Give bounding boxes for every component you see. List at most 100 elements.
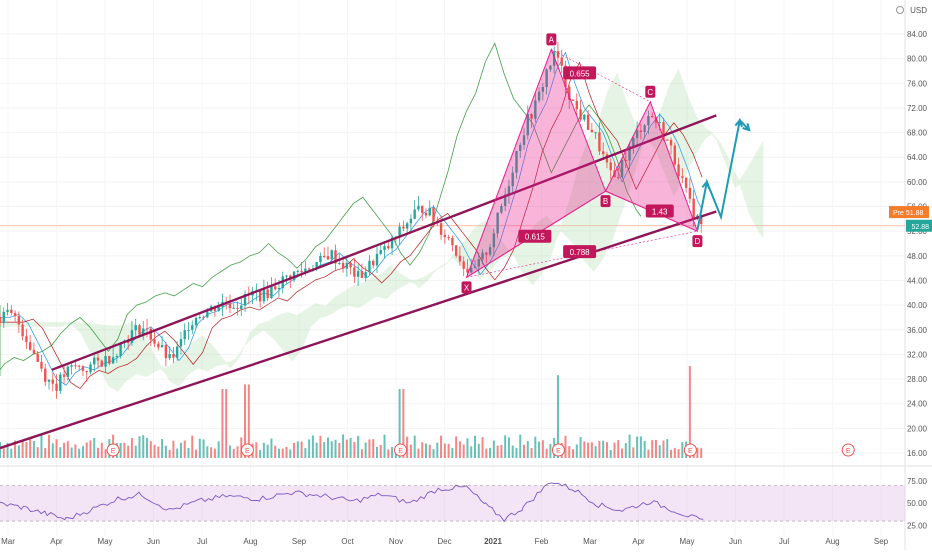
price-tick-label: 20.00 xyxy=(907,424,928,433)
candle-body xyxy=(699,215,703,225)
candle-body xyxy=(175,346,179,358)
time-tick-label: Jun xyxy=(729,537,742,546)
pattern-point-badge xyxy=(645,85,656,98)
volume-bar xyxy=(342,434,345,458)
volume-bar xyxy=(323,442,326,458)
volume-bar xyxy=(236,446,239,458)
volume-bar xyxy=(127,445,130,458)
price-tick-label: 76.00 xyxy=(907,79,928,88)
candle-body xyxy=(236,307,239,309)
volume-bar xyxy=(255,442,258,458)
volume-bar xyxy=(455,436,458,458)
earnings-marker-label: E xyxy=(111,448,116,455)
volume-bar xyxy=(594,446,597,458)
candle-body xyxy=(454,245,458,256)
volume-bar xyxy=(93,437,96,458)
volume-bar xyxy=(406,436,409,458)
volume-bar xyxy=(507,437,510,458)
candle-body xyxy=(0,317,2,323)
volume-bar xyxy=(670,449,673,458)
volume-bar xyxy=(496,445,499,458)
volume-bar xyxy=(191,435,194,458)
earnings-marker-label: E xyxy=(556,448,561,455)
volume-bar xyxy=(130,438,133,458)
candle-body xyxy=(277,288,281,290)
pattern-ratio-badge xyxy=(645,204,674,218)
candle-body xyxy=(575,100,578,110)
time-tick-label: Jul xyxy=(779,537,789,546)
volume-bar xyxy=(617,440,620,458)
pattern-point-label: D xyxy=(695,237,701,246)
earnings-marker-label: E xyxy=(688,448,693,455)
price-tick-label: 44.00 xyxy=(907,276,928,285)
volume-bar xyxy=(55,439,58,458)
volume-bar xyxy=(157,446,160,458)
volume-bar xyxy=(515,447,518,458)
candle-body xyxy=(594,132,597,134)
candle-body xyxy=(643,125,646,132)
candle-body xyxy=(688,187,692,199)
candle-layer xyxy=(0,42,703,399)
candle-body xyxy=(266,289,269,299)
candle-body xyxy=(669,139,673,146)
volume-bar xyxy=(575,444,578,458)
candle-body xyxy=(620,159,624,178)
candle-body xyxy=(424,212,428,216)
candle-body xyxy=(421,205,424,213)
time-tick-label: May xyxy=(679,537,694,546)
volume-bar xyxy=(432,449,435,458)
volume-bar xyxy=(688,366,691,458)
volume-layer xyxy=(0,366,703,458)
candle-body xyxy=(511,172,514,187)
candle-body xyxy=(583,114,586,120)
volume-bar xyxy=(353,441,356,458)
candle-body xyxy=(134,325,137,331)
volume-bar xyxy=(436,442,439,458)
pattern-ratio-label: 0.615 xyxy=(525,233,546,242)
candle-body xyxy=(451,237,454,246)
volume-bar xyxy=(364,442,367,458)
volume-bar xyxy=(387,449,390,458)
candle-body xyxy=(130,330,134,343)
time-tick-label: Feb xyxy=(535,537,549,546)
candle-body xyxy=(519,144,522,151)
candle-body xyxy=(485,252,488,255)
candle-body xyxy=(492,233,496,248)
candle-body xyxy=(470,267,473,273)
candle-body xyxy=(503,194,507,206)
candle-body xyxy=(334,250,337,264)
time-tick-label: Jun xyxy=(147,537,160,546)
candle-body xyxy=(104,356,107,367)
price-tick-label: 64.00 xyxy=(907,153,928,162)
price-tick-label: 72.00 xyxy=(907,104,928,113)
volume-bar xyxy=(179,442,182,458)
volume-bar xyxy=(32,441,35,458)
pre-market-tag-label: Pre 51.88 xyxy=(893,210,923,217)
volume-bar xyxy=(266,444,269,458)
candle-body xyxy=(507,186,511,195)
volume-bar xyxy=(383,434,386,458)
time-tick-label: Sep xyxy=(874,537,889,546)
candle-body xyxy=(439,223,443,235)
price-tick-label: 48.00 xyxy=(907,252,928,261)
candle-body xyxy=(515,150,518,173)
price-tick-label: 36.00 xyxy=(907,326,928,335)
candle-body xyxy=(10,309,13,313)
candle-body xyxy=(66,366,70,377)
volume-bar xyxy=(232,448,235,458)
volume-bar xyxy=(530,448,533,458)
pattern-point-label: A xyxy=(549,35,555,44)
candle-body xyxy=(307,268,311,270)
volume-bar xyxy=(360,449,363,458)
candle-body xyxy=(598,132,601,152)
volume-bar xyxy=(123,442,126,458)
settings-icon xyxy=(896,6,904,14)
candle-body xyxy=(304,268,307,273)
volume-bar xyxy=(134,445,137,458)
pattern-ratio-badge xyxy=(518,229,552,243)
volume-bar xyxy=(100,442,103,458)
volume-bar xyxy=(519,434,522,458)
last-price-tag-label: 52.88 xyxy=(911,224,929,231)
candle-body xyxy=(481,252,484,260)
rsi-tick-label: 25.00 xyxy=(907,522,928,531)
